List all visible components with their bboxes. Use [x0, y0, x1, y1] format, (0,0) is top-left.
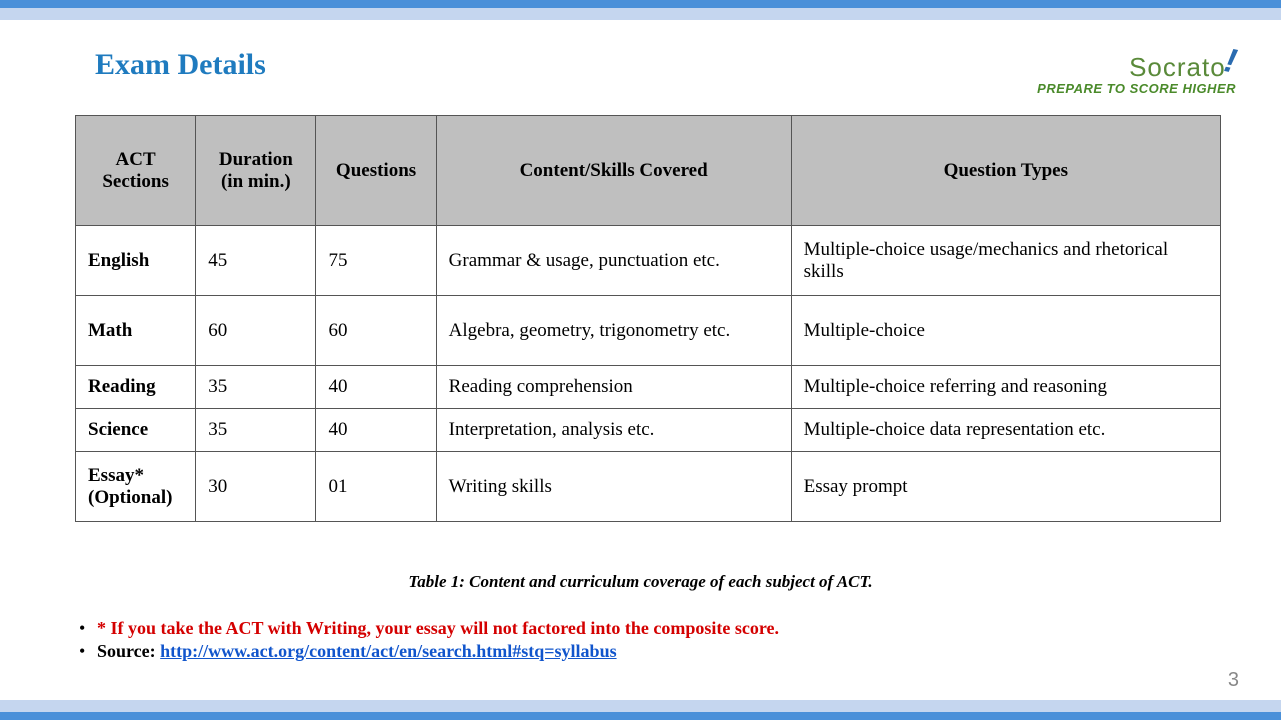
cell-duration: 35 — [196, 366, 316, 409]
cell-content: Writing skills — [436, 452, 791, 522]
th-types: Question Types — [791, 116, 1220, 226]
page-number: 3 — [1228, 669, 1239, 692]
th-duration: Duration (in min.) — [196, 116, 316, 226]
cell-section: Essay* (Optional) — [76, 452, 196, 522]
note-source: Source: http://www.act.org/content/act/e… — [75, 641, 1221, 662]
note-essay-disclaimer: * If you take the ACT with Writing, your… — [75, 618, 1221, 639]
logo-tagline: PREPARE TO SCORE HIGHER — [1037, 81, 1236, 96]
cell-content: Grammar & usage, punctuation etc. — [436, 226, 791, 296]
cell-questions: 75 — [316, 226, 436, 296]
th-content: Content/Skills Covered — [436, 116, 791, 226]
th-sections: ACT Sections — [76, 116, 196, 226]
cell-types: Essay prompt — [791, 452, 1220, 522]
cell-section: Science — [76, 409, 196, 452]
table-row: Science 35 40 Interpretation, analysis e… — [76, 409, 1221, 452]
cell-types: Multiple-choice usage/mechanics and rhet… — [791, 226, 1220, 296]
top-bar-dark — [0, 0, 1281, 8]
page-title: Exam Details — [95, 48, 266, 82]
logo: Socrato! PREPARE TO SCORE HIGHER — [1037, 46, 1236, 96]
cell-types: Multiple-choice data representation etc. — [791, 409, 1220, 452]
exam-table: ACT Sections Duration (in min.) Question… — [75, 115, 1221, 522]
notes: * If you take the ACT with Writing, your… — [75, 618, 1221, 664]
cell-types: Multiple-choice referring and reasoning — [791, 366, 1220, 409]
top-bar-light — [0, 8, 1281, 20]
cell-duration: 30 — [196, 452, 316, 522]
cell-section: Reading — [76, 366, 196, 409]
th-questions: Questions — [316, 116, 436, 226]
table-row: Reading 35 40 Reading comprehension Mult… — [76, 366, 1221, 409]
cell-duration: 60 — [196, 296, 316, 366]
cell-questions: 40 — [316, 366, 436, 409]
cell-content: Reading comprehension — [436, 366, 791, 409]
cell-duration: 35 — [196, 409, 316, 452]
cell-content: Algebra, geometry, trigonometry etc. — [436, 296, 791, 366]
source-link[interactable]: http://www.act.org/content/act/en/search… — [160, 641, 616, 661]
cell-questions: 60 — [316, 296, 436, 366]
cell-questions: 01 — [316, 452, 436, 522]
logo-exclamation-icon: ! — [1221, 41, 1241, 82]
cell-duration: 45 — [196, 226, 316, 296]
bottom-bar-light — [0, 700, 1281, 712]
table-row: Math 60 60 Algebra, geometry, trigonomet… — [76, 296, 1221, 366]
table-header-row: ACT Sections Duration (in min.) Question… — [76, 116, 1221, 226]
cell-content: Interpretation, analysis etc. — [436, 409, 791, 452]
note-red-text: * If you take the ACT with Writing, your… — [97, 618, 779, 638]
cell-section: English — [76, 226, 196, 296]
table-row: Essay* (Optional) 30 01 Writing skills E… — [76, 452, 1221, 522]
table-row: English 45 75 Grammar & usage, punctuati… — [76, 226, 1221, 296]
cell-questions: 40 — [316, 409, 436, 452]
exam-table-container: ACT Sections Duration (in min.) Question… — [75, 115, 1221, 522]
bottom-bar-dark — [0, 712, 1281, 720]
logo-main: Socrato! — [1037, 46, 1236, 85]
cell-section: Math — [76, 296, 196, 366]
logo-text: Socrato — [1129, 52, 1226, 82]
cell-types: Multiple-choice — [791, 296, 1220, 366]
note-source-label: Source: — [97, 641, 160, 661]
table-caption: Table 1: Content and curriculum coverage… — [0, 572, 1281, 592]
